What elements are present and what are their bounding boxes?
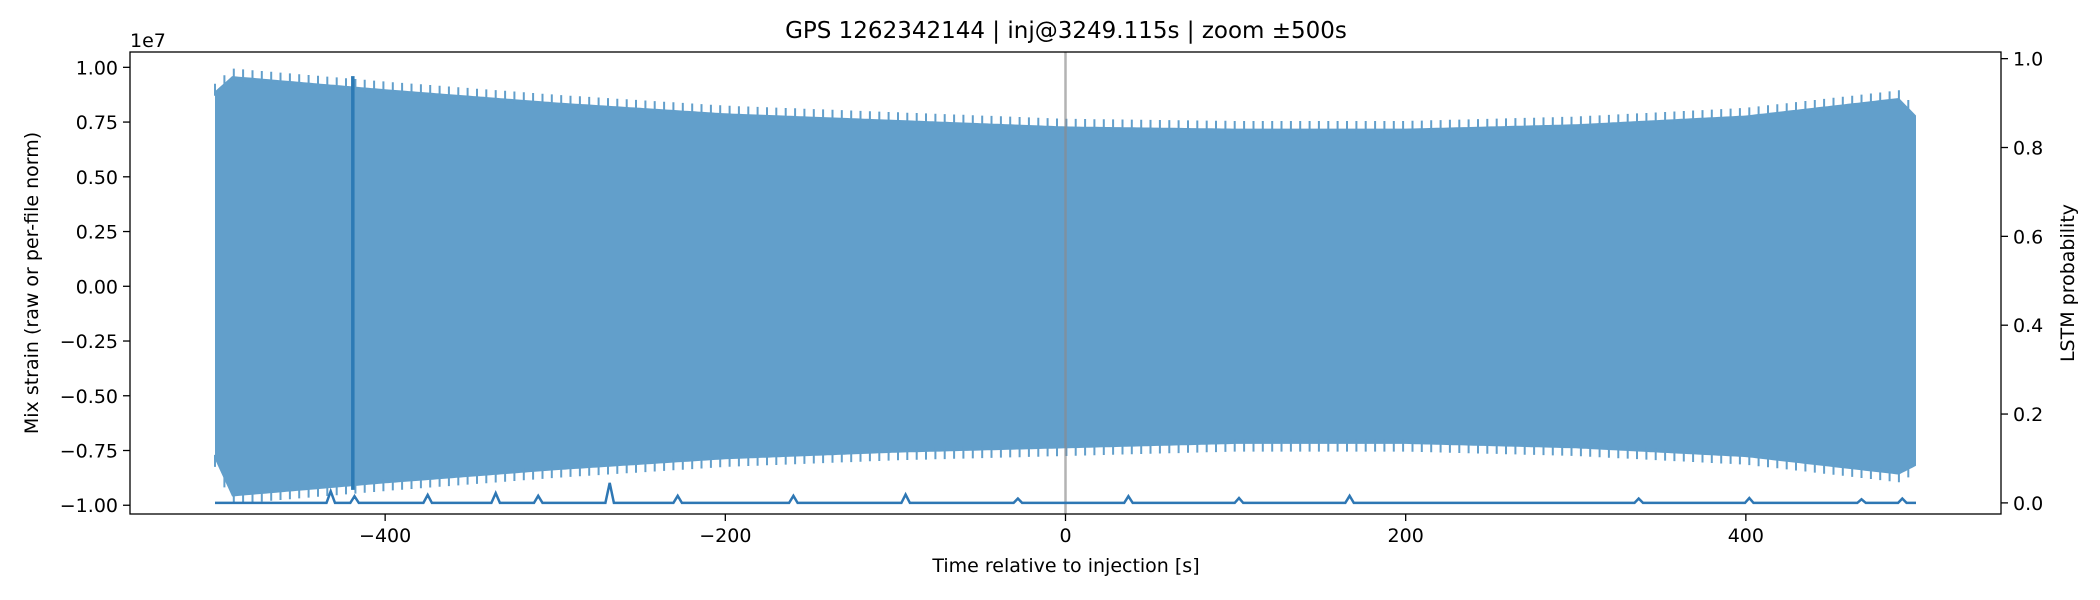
probability-line	[215, 482, 1916, 505]
x-tick-label: −200	[699, 525, 751, 547]
plot-area	[214, 52, 1916, 514]
y-offset-text: 1e7	[130, 30, 166, 52]
y2-axis-label: LSTM probability	[2057, 204, 2079, 362]
y2-tick-label: 0.6	[2013, 226, 2043, 248]
y-tick-label: −0.75	[60, 441, 118, 463]
x-axis-label: Time relative to injection [s]	[931, 555, 1199, 577]
x-tick-label: 0	[1059, 525, 1071, 547]
axes-layer: −400 −200 0 200 400 1.00 0.75 0.50 0.25 0.00 −0.25…	[60, 49, 2043, 547]
y-tick-label: 1.00	[76, 57, 118, 79]
y2-tick-label: 0.8	[2013, 138, 2043, 160]
y-tick-label: −1.00	[60, 495, 118, 517]
y2-tick-label: 0.0	[2013, 493, 2043, 515]
x-tick-label: −400	[359, 525, 411, 547]
y-tick-label: 0.00	[76, 276, 118, 298]
y2-tick-label: 0.4	[2013, 315, 2043, 337]
y-tick-label: 0.75	[76, 112, 118, 134]
y-tick-label: 0.50	[76, 167, 118, 189]
y2-tick-label: 0.2	[2013, 404, 2043, 426]
strain-oscillation-cycles	[214, 68, 1910, 504]
y-tick-label: −0.25	[60, 331, 118, 353]
plot-layer	[214, 52, 1916, 514]
y-tick-label: 0.25	[76, 222, 118, 244]
y-axis-label: Mix strain (raw or per-file norm)	[21, 132, 43, 434]
x-tick-label: 200	[1388, 525, 1424, 547]
y-tick-label: −0.50	[60, 386, 118, 408]
x-tick-label: 400	[1728, 525, 1764, 547]
chart-title: GPS 1262342144 | inj@3249.115s | zoom ±5…	[785, 18, 1347, 44]
y2-tick-label: 1.0	[2013, 49, 2043, 71]
